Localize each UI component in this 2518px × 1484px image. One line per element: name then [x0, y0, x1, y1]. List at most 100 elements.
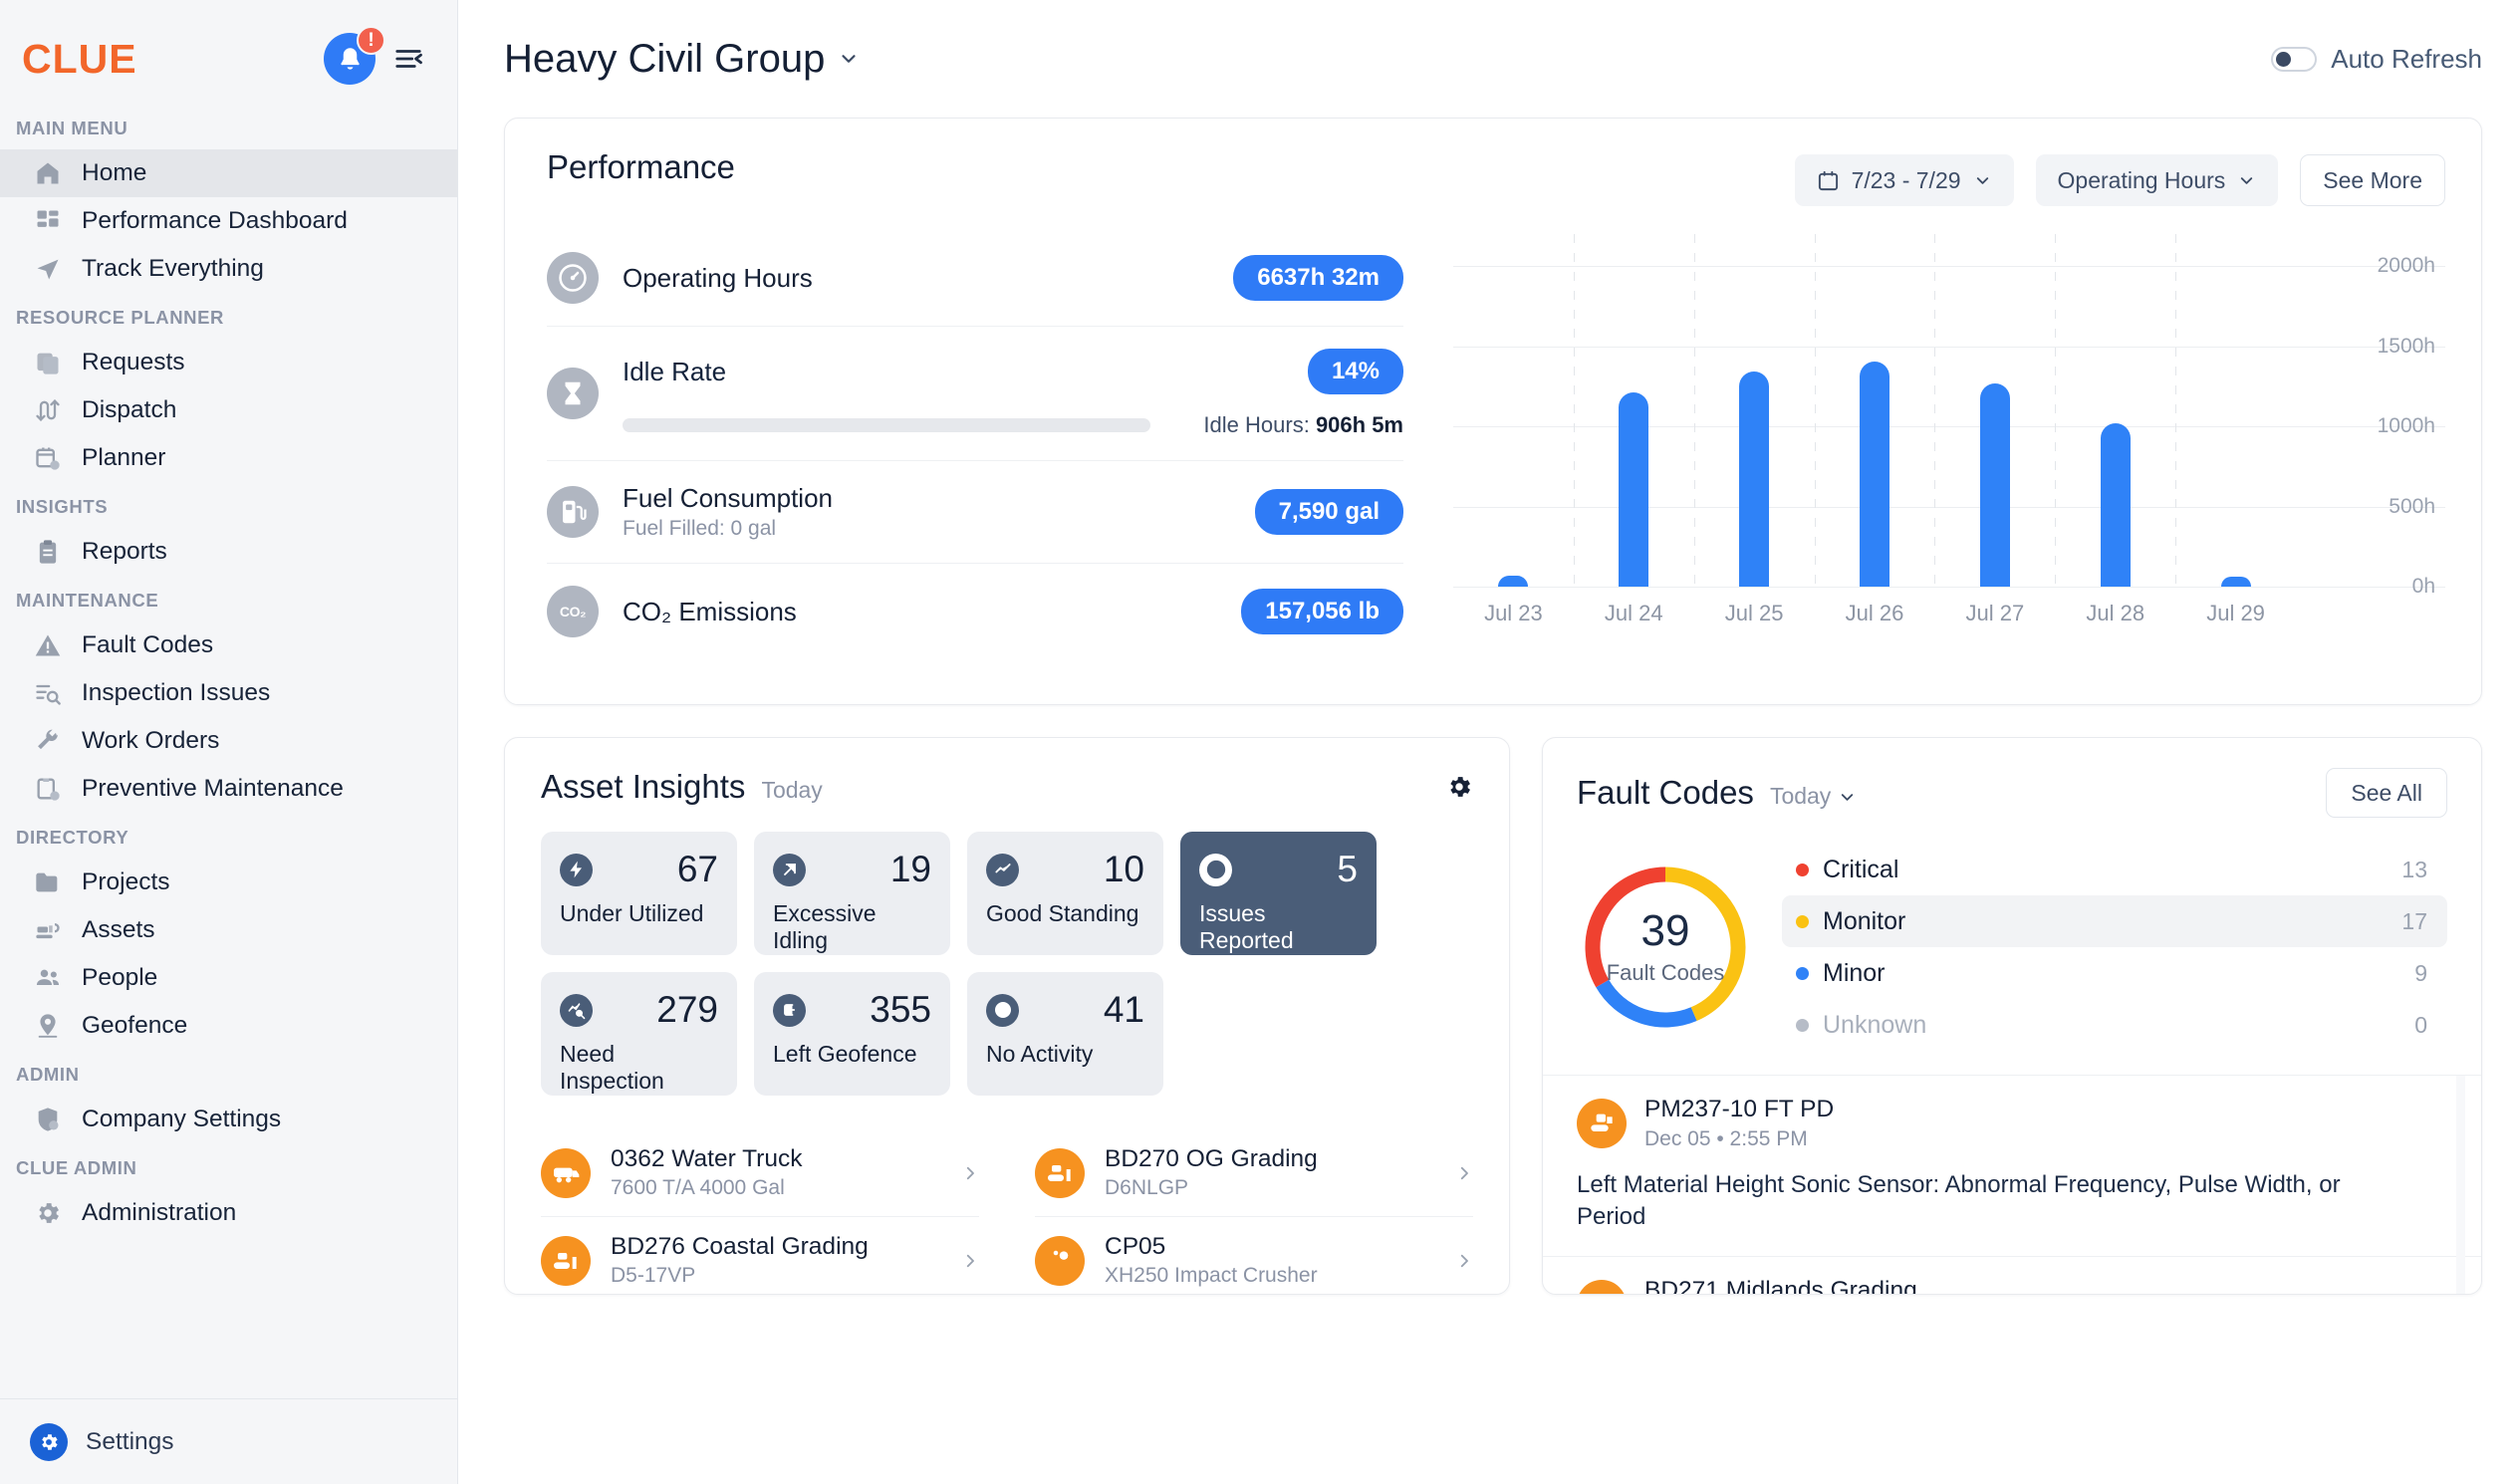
- fault-code-item-header: BD271 Midlands Grading Dec 05 • 2:46 PM: [1577, 1277, 2447, 1294]
- sidebar-item-requests[interactable]: Requests: [0, 339, 457, 386]
- sidebar-item-geofence[interactable]: Geofence: [0, 1002, 457, 1050]
- metric-value-chip: 14%: [1307, 349, 1403, 394]
- legend-label: Monitor: [1823, 906, 1906, 935]
- group-selector[interactable]: Heavy Civil Group: [504, 37, 860, 82]
- tile-issues-reported[interactable]: 5 Issues Reported: [1180, 832, 1377, 955]
- donut-segment-monitor[interactable]: [1664, 866, 1746, 1022]
- legend-row-minor[interactable]: Minor 9: [1782, 947, 2447, 999]
- auto-refresh-toggle[interactable]: [2271, 46, 2318, 72]
- app-logo[interactable]: CLUE: [22, 35, 137, 82]
- sidebar-item-work-orders[interactable]: Work Orders: [0, 717, 457, 765]
- fault-codes-header: Fault Codes Today See All: [1543, 768, 2481, 818]
- tile-good-standing[interactable]: 10 Good Standing: [967, 832, 1163, 955]
- idling-icon: [773, 853, 806, 886]
- metric-selector[interactable]: Operating Hours: [2035, 154, 2279, 206]
- sidebar-item-label: Planner: [82, 444, 166, 471]
- metric-label: Idle Rate: [623, 356, 727, 386]
- chart-bar[interactable]: [1739, 371, 1770, 587]
- legend-row-monitor[interactable]: Monitor 17: [1782, 895, 2447, 947]
- sidebar-item-people[interactable]: People: [0, 954, 457, 1002]
- fault-codes-legend: Critical 13 Monitor 17 Minor: [1782, 844, 2447, 1051]
- sidebar-item-assets[interactable]: Assets: [0, 906, 457, 954]
- sidebar-item-company-settings[interactable]: Company Settings: [0, 1096, 457, 1143]
- sidebar-item-label: Track Everything: [82, 255, 264, 282]
- metric-idle-rate[interactable]: Idle Rate 14% Idle Hours: 906h: [547, 327, 1403, 461]
- fault-code-item[interactable]: BD271 Midlands Grading Dec 05 • 2:46 PM …: [1543, 1257, 2481, 1294]
- legend-row-unknown[interactable]: Unknown 0: [1782, 999, 2447, 1051]
- sidebar-item-administration[interactable]: Administration: [0, 1189, 457, 1237]
- legend-row-critical[interactable]: Critical 13: [1782, 844, 2447, 895]
- fault-code-asset: PM237-10 FT PD: [1644, 1096, 1835, 1122]
- idle-rate-progressbar: [623, 418, 1150, 432]
- sidebar-item-label: Company Settings: [82, 1106, 282, 1132]
- sidebar-item-home[interactable]: Home: [0, 149, 457, 197]
- chart-bar[interactable]: [1619, 391, 1649, 587]
- collapse-sidebar-icon[interactable]: [393, 44, 423, 74]
- sidebar-item-reports[interactable]: Reports: [0, 528, 457, 576]
- asset-row[interactable]: BD276 Coastal Grading D5-17VP: [541, 1217, 979, 1294]
- asset-row[interactable]: CP05 XH250 Impact Crusher: [1035, 1217, 1473, 1294]
- date-range-selector[interactable]: 7/23 - 7/29: [1794, 154, 2014, 206]
- donut-segment-minor[interactable]: [1596, 979, 1697, 1028]
- tile-value: 41: [1103, 989, 1144, 1030]
- copy-icon: [33, 348, 63, 377]
- chart-bar[interactable]: [1860, 361, 1889, 587]
- sidebar-item-inspection-issues[interactable]: Inspection Issues: [0, 669, 457, 717]
- tile-need-inspection[interactable]: 279 Need Inspection: [541, 972, 737, 1096]
- tile-excessive-idling[interactable]: 19 Excessive Idling: [754, 832, 950, 955]
- metric-fuel-consumption[interactable]: Fuel Consumption Fuel Filled: 0 gal 7,59…: [547, 461, 1403, 564]
- tile-label: Left Geofence: [773, 1041, 917, 1067]
- asset-row[interactable]: BD270 OG Grading D6NLGP: [1035, 1129, 1473, 1217]
- metric-value-chip: 157,056 lb: [1241, 589, 1403, 634]
- chevron-down-icon: [1976, 176, 1988, 184]
- see-all-label: See All: [2351, 779, 2422, 806]
- chart-bar[interactable]: [1979, 382, 2010, 587]
- sidebar-header-actions: !: [324, 26, 423, 85]
- notifications-button[interactable]: !: [324, 26, 385, 85]
- fault-code-item[interactable]: PM237-10 FT PD Dec 05 • 2:55 PM Left Mat…: [1543, 1076, 2481, 1257]
- tile-left-geofence[interactable]: 355 Left Geofence: [754, 972, 950, 1096]
- idle-hours-value: 906h 5m: [1315, 412, 1403, 437]
- asset-row[interactable]: 0362 Water Truck 7600 T/A 4000 Gal: [541, 1129, 979, 1217]
- donut-segment-critical[interactable]: [1585, 866, 1666, 988]
- sidebar-nav: MAIN MENU Home Performance Dashboard Tra…: [0, 118, 457, 1398]
- sidebar-item-performance-dashboard[interactable]: Performance Dashboard: [0, 197, 457, 245]
- sidebar-item-fault-codes[interactable]: Fault Codes: [0, 621, 457, 669]
- tile-no-activity[interactable]: 41 No Activity: [967, 972, 1163, 1096]
- asset-list-left: 0362 Water Truck 7600 T/A 4000 Gal BD276…: [541, 1129, 979, 1294]
- sidebar-item-dispatch[interactable]: Dispatch: [0, 386, 457, 434]
- sidebar-item-track-everything[interactable]: Track Everything: [0, 245, 457, 293]
- sidebar-item-projects[interactable]: Projects: [0, 859, 457, 906]
- legend-label: Critical: [1823, 855, 1899, 883]
- chevron-right-icon: [1460, 1254, 1468, 1267]
- chart-gridline: [1453, 346, 2445, 348]
- sidebar-settings-button[interactable]: Settings: [0, 1398, 457, 1484]
- tile-under-utilized[interactable]: 67 Under Utilized: [541, 832, 737, 955]
- asset-text: CP05 XH250 Impact Crusher: [1105, 1233, 1435, 1288]
- see-all-button[interactable]: See All: [2326, 768, 2447, 818]
- sidebar-section-admin: ADMIN: [16, 1064, 80, 1085]
- metric-co2-emissions[interactable]: CO₂ CO₂ Emissions 157,056 lb: [547, 564, 1403, 659]
- chart-bar[interactable]: [2220, 577, 2251, 587]
- metric-label: CO₂ Emissions: [623, 596, 797, 626]
- tile-top: 67: [560, 849, 718, 890]
- sidebar-section-maintenance: MAINTENANCE: [16, 590, 159, 611]
- metric-operating-hours[interactable]: Operating Hours 6637h 32m: [547, 230, 1403, 327]
- chart-bar[interactable]: [2100, 422, 2131, 587]
- operating-hours-bar-chart: 0h 500h 1000h 1500h 2000h Jul 23 Jul 24 Jul 25 J…: [1453, 234, 2445, 632]
- sidebar-section-directory: DIRECTORY: [16, 827, 129, 848]
- sidebar-item-label: Assets: [82, 916, 155, 943]
- fault-codes-list[interactable]: PM237-10 FT PD Dec 05 • 2:55 PM Left Mat…: [1543, 1075, 2481, 1294]
- chart-x-tick-label: Jul 26: [1845, 601, 1904, 625]
- gear-icon[interactable]: [1445, 773, 1473, 801]
- fault-codes-period-selector[interactable]: Today: [1770, 783, 1857, 810]
- chart-x-tick-label: Jul 23: [1484, 601, 1543, 625]
- sidebar-item-preventive-maintenance[interactable]: Preventive Maintenance: [0, 765, 457, 813]
- see-more-button[interactable]: See More: [2300, 154, 2445, 206]
- calendar-clock-icon: [33, 443, 63, 473]
- metric-label-block: CO₂ Emissions: [623, 597, 1217, 627]
- wrench-icon: [33, 726, 63, 756]
- chart-bar[interactable]: [1498, 575, 1529, 587]
- auto-refresh-control[interactable]: Auto Refresh: [2271, 44, 2482, 75]
- sidebar-item-planner[interactable]: Planner: [0, 434, 457, 482]
